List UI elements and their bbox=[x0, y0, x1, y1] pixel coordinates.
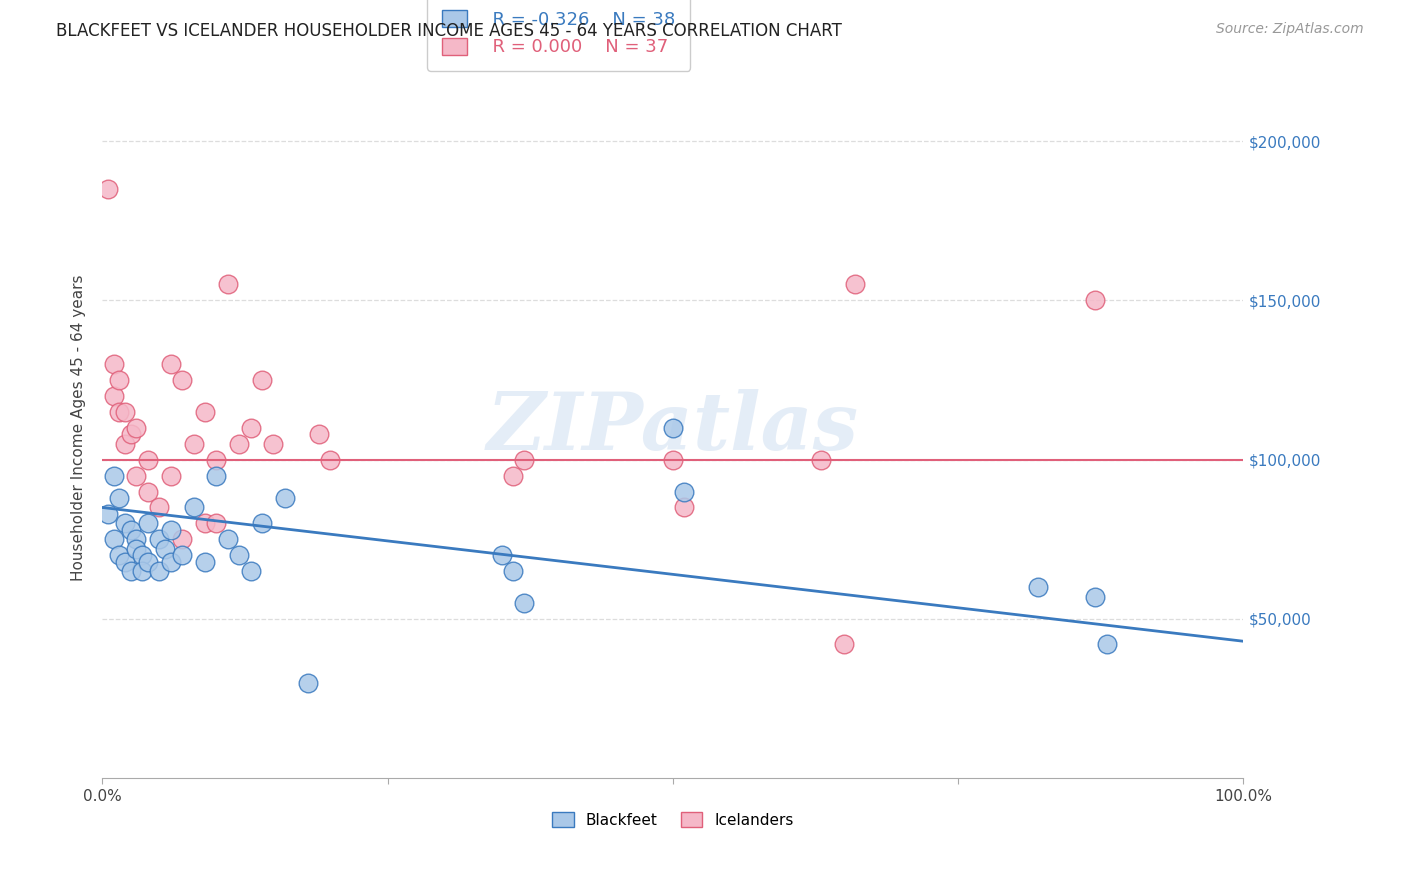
Point bbox=[103, 533, 125, 547]
Point bbox=[172, 373, 194, 387]
Point bbox=[114, 436, 136, 450]
Point bbox=[1084, 590, 1107, 604]
Point bbox=[103, 468, 125, 483]
Point bbox=[502, 468, 524, 483]
Point bbox=[297, 675, 319, 690]
Point bbox=[103, 389, 125, 403]
Point bbox=[662, 452, 685, 467]
Point bbox=[205, 516, 228, 531]
Point bbox=[97, 182, 120, 196]
Point bbox=[217, 277, 239, 292]
Point bbox=[148, 564, 170, 578]
Point bbox=[673, 500, 696, 515]
Point bbox=[131, 564, 153, 578]
Point bbox=[159, 523, 181, 537]
Point bbox=[1095, 637, 1118, 651]
Point bbox=[673, 484, 696, 499]
Point bbox=[153, 541, 176, 556]
Point bbox=[491, 548, 513, 562]
Point bbox=[148, 500, 170, 515]
Point bbox=[832, 637, 855, 651]
Point bbox=[513, 596, 536, 610]
Point bbox=[308, 427, 330, 442]
Point bbox=[103, 357, 125, 371]
Point bbox=[239, 564, 262, 578]
Point bbox=[108, 491, 131, 505]
Point bbox=[810, 452, 832, 467]
Point bbox=[136, 452, 159, 467]
Point bbox=[1084, 293, 1107, 308]
Point bbox=[194, 405, 217, 419]
Point bbox=[183, 436, 205, 450]
Point bbox=[183, 500, 205, 515]
Point bbox=[172, 533, 194, 547]
Text: BLACKFEET VS ICELANDER HOUSEHOLDER INCOME AGES 45 - 64 YEARS CORRELATION CHART: BLACKFEET VS ICELANDER HOUSEHOLDER INCOM… bbox=[56, 22, 842, 40]
Point bbox=[239, 421, 262, 435]
Point bbox=[159, 357, 181, 371]
Point bbox=[120, 523, 142, 537]
Point bbox=[108, 548, 131, 562]
Text: ZIPatlas: ZIPatlas bbox=[486, 389, 859, 467]
Point bbox=[114, 555, 136, 569]
Point bbox=[513, 452, 536, 467]
Point bbox=[228, 436, 250, 450]
Point bbox=[250, 516, 273, 531]
Point bbox=[502, 564, 524, 578]
Point bbox=[125, 421, 148, 435]
Point bbox=[120, 564, 142, 578]
Point bbox=[194, 516, 217, 531]
Point bbox=[844, 277, 866, 292]
Point bbox=[205, 468, 228, 483]
Point bbox=[274, 491, 297, 505]
Point bbox=[662, 421, 685, 435]
Point bbox=[97, 507, 120, 521]
Point bbox=[131, 548, 153, 562]
Point bbox=[1026, 580, 1049, 594]
Point bbox=[250, 373, 273, 387]
Point bbox=[136, 516, 159, 531]
Point bbox=[120, 427, 142, 442]
Point bbox=[148, 533, 170, 547]
Point bbox=[136, 555, 159, 569]
Point bbox=[125, 541, 148, 556]
Point bbox=[136, 484, 159, 499]
Text: Source: ZipAtlas.com: Source: ZipAtlas.com bbox=[1216, 22, 1364, 37]
Point bbox=[262, 436, 284, 450]
Point bbox=[205, 452, 228, 467]
Point bbox=[108, 405, 131, 419]
Point bbox=[172, 548, 194, 562]
Point bbox=[114, 516, 136, 531]
Point bbox=[125, 533, 148, 547]
Point bbox=[319, 452, 342, 467]
Point bbox=[108, 373, 131, 387]
Point bbox=[159, 468, 181, 483]
Point bbox=[194, 555, 217, 569]
Point bbox=[125, 468, 148, 483]
Y-axis label: Householder Income Ages 45 - 64 years: Householder Income Ages 45 - 64 years bbox=[72, 275, 86, 581]
Point bbox=[228, 548, 250, 562]
Legend: Blackfeet, Icelanders: Blackfeet, Icelanders bbox=[546, 805, 800, 834]
Point bbox=[159, 555, 181, 569]
Point bbox=[217, 533, 239, 547]
Point bbox=[114, 405, 136, 419]
